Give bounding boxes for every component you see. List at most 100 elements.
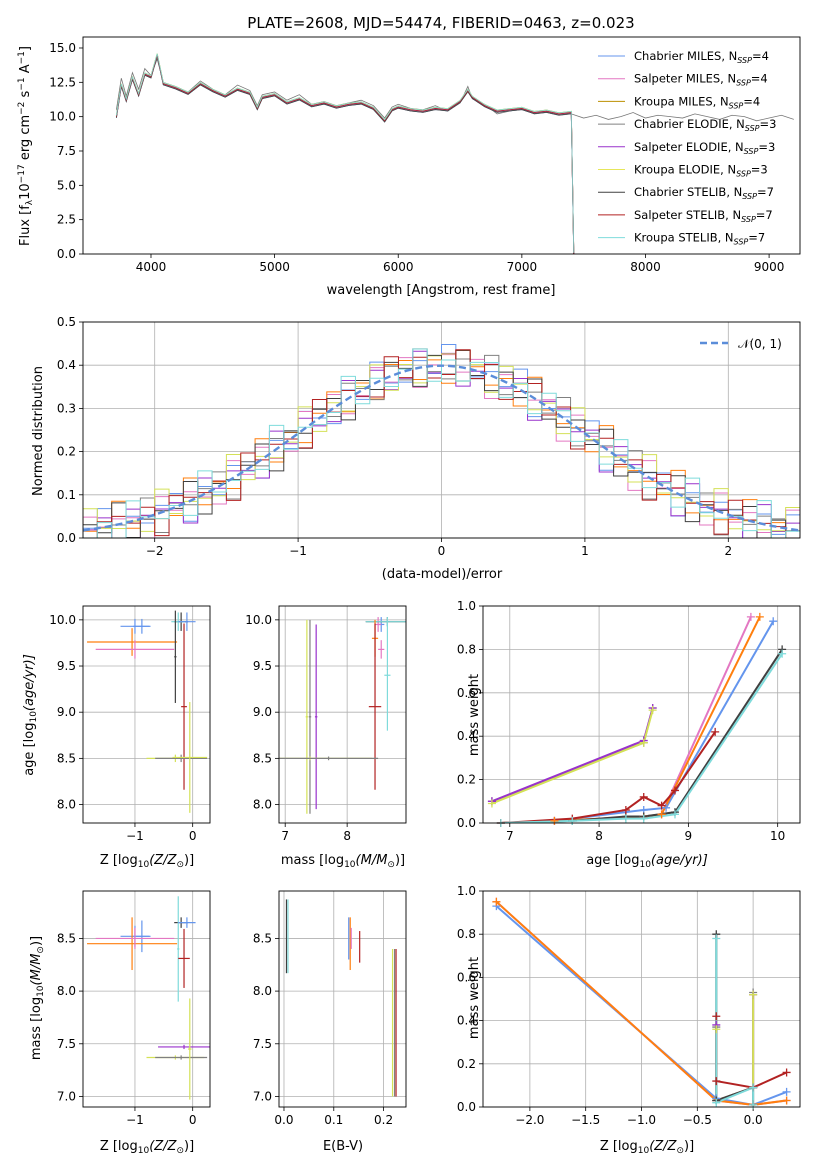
legend-label-3: Chabrier ELODIE, NSSP=3 — [634, 117, 776, 133]
spectrum-model-line-4 — [115, 54, 575, 254]
age_weight-frame — [482, 605, 801, 824]
residuals-plot-area — [83, 343, 800, 538]
z-weight-ylabel: mass weight — [467, 957, 482, 1039]
z_weight-ytick-label-2: 0.4 — [457, 1014, 476, 1028]
mass-age-xlabel: mass [log10(M/M⊙)] — [281, 853, 405, 870]
z_weight-marker-2-0 — [492, 897, 501, 906]
age_weight-marker-7-6 — [711, 727, 720, 736]
mass_age-xtick-label-1: 8 — [343, 829, 351, 843]
z_weight-marker-8-0 — [712, 934, 721, 943]
z-age-ylabel: age [log10(age/yr)] — [22, 654, 39, 776]
z_age-point-10 — [155, 754, 208, 763]
spectrum-xtick-label-5: 9000 — [754, 260, 785, 274]
age_weight-series-8 — [500, 653, 783, 823]
z_age-ytick-label-3: 9.5 — [57, 659, 76, 673]
spectrum-model-line-2 — [115, 53, 575, 253]
z_weight-frame — [482, 890, 801, 1108]
spectrum-ytick-label-0: 0.0 — [57, 247, 76, 261]
spectrum-xlabel: wavelength [Angstrom, rest frame] — [327, 283, 556, 298]
age_weight-ytick-label-0: 0.0 — [457, 816, 476, 830]
z_age-grid — [83, 606, 210, 823]
mass_age-ytick-label-3: 9.5 — [253, 659, 272, 673]
ebv_mass-xtick-label-1: 0.1 — [324, 1113, 343, 1127]
age_weight-marker-8-5 — [778, 649, 787, 658]
mass_age-point-5 — [378, 640, 385, 659]
age_weight-marker-5-2 — [648, 706, 657, 715]
residuals-ytick-label-2: 0.2 — [57, 445, 76, 459]
ebv_mass-ytick-label-2: 8.0 — [253, 984, 272, 998]
residuals-ytick-label-5: 0.5 — [57, 315, 76, 329]
age_weight-series-2 — [500, 616, 761, 823]
age_weight-marker-8-2 — [621, 814, 630, 823]
z_weight-ytick-label-4: 0.8 — [457, 927, 476, 941]
z_weight-marker-7-1 — [712, 1077, 721, 1086]
spectrum-xtick-label-4: 8000 — [630, 260, 661, 274]
age_weight-marker-8-1 — [568, 816, 577, 825]
z_mass-ytick-label-2: 8.0 — [57, 984, 76, 998]
spectrum-model-line-6 — [115, 55, 575, 254]
mass-age-panel: mass [log10(M/M⊙)] 7 8 8.0 8.5 9.0 9.5 10.0 — [245, 605, 407, 870]
z-age-xlabel: Z [log10(Z/Z⊙)] — [100, 853, 194, 870]
residuals-ytick-label-3: 0.3 — [57, 401, 76, 415]
metallicity-weight-panel: Z [log10(Z/Z⊙)] mass weight −2.0 −1.5 −1.0… — [457, 884, 801, 1156]
age_weight-series-4 — [491, 707, 654, 803]
mass_age-xtick-label-0: 7 — [281, 829, 289, 843]
spectrum-model-line-1 — [115, 54, 575, 254]
z_weight-marker-0-3 — [782, 1087, 791, 1096]
residuals-frame — [82, 321, 801, 539]
z_mass-point-6 — [178, 917, 196, 928]
normal-curve — [83, 364, 800, 532]
age-weight-ylabel: mass weight — [467, 674, 482, 756]
residuals-ytick-label-4: 0.4 — [57, 358, 76, 372]
ebv-mass-xlabel: E(B-V) — [323, 1139, 363, 1154]
spectrum-ytick-label-6: 15.0 — [49, 41, 76, 55]
z_age-ytick-label-4: 10.0 — [49, 613, 76, 627]
z_age-point-6 — [178, 612, 196, 631]
spectrum-ytick-label-5: 12.5 — [49, 75, 76, 89]
z_weight-xtick-label-3: −0.5 — [683, 1113, 712, 1127]
legend-label-7: Salpeter STELIB, NSSP=7 — [634, 208, 773, 224]
age_weight-marker-1-4 — [746, 612, 755, 621]
age_weight-ytick-label-1: 0.2 — [457, 773, 476, 787]
legend-label-8: Kroupa STELIB, NSSP=7 — [634, 231, 765, 247]
age_weight-ytick-label-4: 0.8 — [457, 642, 476, 656]
z_weight-xtick-label-0: −2.0 — [515, 1113, 544, 1127]
z_mass-ytick-label-0: 7.0 — [57, 1089, 76, 1103]
residuals-ytick-label-0: 0.0 — [57, 531, 76, 545]
residual-histogram-panel: (data-model)/error Normed distribution −… — [31, 315, 801, 582]
spectrum-xtick-label-0: 4000 — [136, 260, 167, 274]
age_weight-marker-8-4 — [670, 810, 679, 819]
residual-ylabel: Normed distribution — [31, 366, 46, 496]
spectrum-ytick-label-1: 2.5 — [57, 213, 76, 227]
z_weight-series-2 — [495, 901, 787, 1106]
mass_age-ytick-label-1: 8.5 — [253, 751, 272, 765]
ebv_mass-ytick-label-3: 8.5 — [253, 931, 272, 945]
z_age-point-8 — [174, 610, 177, 703]
spectrum-title: PLATE=2608, MJD=54474, FIBERID=0463, z=0… — [247, 14, 634, 32]
age_weight-xtick-label-2: 9 — [685, 829, 693, 843]
z_age-point-3 — [95, 640, 175, 659]
residual-xlabel: (data-model)/error — [382, 567, 503, 582]
age_weight-marker-2-3 — [657, 810, 666, 819]
z_mass-xtick-label-0: −1 — [126, 1113, 144, 1127]
age_weight-marker-0-4 — [769, 617, 778, 626]
age_weight-plot-area — [491, 616, 783, 823]
normal-legend-label: 𝒩(0, 1) — [738, 337, 782, 351]
age_weight-xtick-label-0: 7 — [506, 829, 514, 843]
spectrum-ylabel: Flux [fλ10−17 erg cm−2 s−1 A−1] — [17, 46, 35, 246]
residuals-xtick-label-0: −2 — [146, 544, 164, 558]
legend-label-5: Kroupa ELODIE, NSSP=3 — [634, 163, 768, 179]
spectrum-xtick-label-1: 5000 — [259, 260, 290, 274]
spectrum-xtick-label-3: 7000 — [507, 260, 538, 274]
age_weight-grid — [483, 605, 800, 824]
z_mass-point-9 — [155, 1055, 208, 1060]
age_weight-ytick-label-3: 0.6 — [457, 686, 476, 700]
z_mass-grid — [83, 891, 210, 1107]
z_age-frame — [82, 605, 211, 824]
z_weight-marker-8-3 — [749, 1100, 758, 1109]
legend-label-4: Salpeter ELODIE, NSSP=3 — [634, 140, 775, 156]
spectrum-model-line-3 — [115, 55, 575, 254]
age_weight-series-3 — [491, 707, 654, 803]
residuals-xtick-label-1: −1 — [289, 544, 307, 558]
z_age-ytick-label-0: 8.0 — [57, 798, 76, 812]
